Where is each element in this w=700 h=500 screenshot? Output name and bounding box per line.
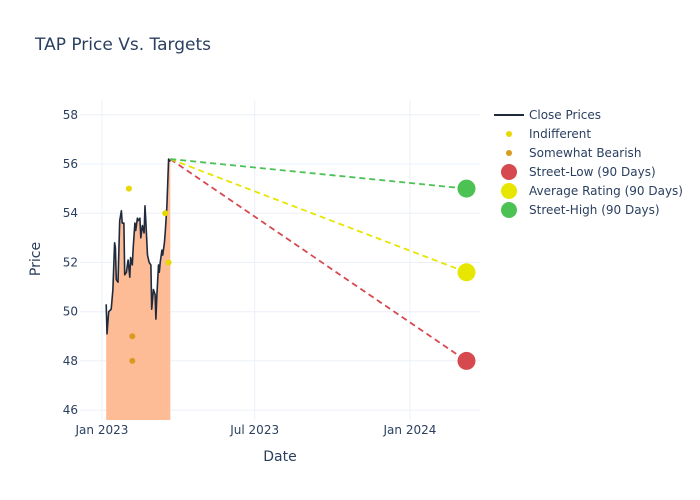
legend[interactable]: Close Prices Indifferent Somewhat Bearish S… <box>494 108 683 218</box>
y-tick-label: 56 <box>63 157 78 171</box>
legend-label: Street-High (90 Days) <box>529 203 660 217</box>
legend-label: Close Prices <box>529 108 601 122</box>
average-target-marker <box>457 263 476 282</box>
legend-label: Street-Low (90 Days) <box>529 165 656 179</box>
legend-dot-swatch <box>501 202 517 218</box>
y-tick-label: 46 <box>63 403 78 417</box>
legend-label: Average Rating (90 Days) <box>529 184 683 198</box>
y-tick-label: 50 <box>63 305 78 319</box>
close-price-area <box>106 159 171 420</box>
legend-label: Indifferent <box>529 127 591 141</box>
legend-item[interactable]: Indifferent <box>506 127 591 141</box>
rating-markers <box>125 185 172 364</box>
legend-item[interactable]: Street-Low (90 Days) <box>501 164 656 180</box>
y-axis-ticks: 46 48 50 52 54 56 58 <box>63 108 78 417</box>
legend-item[interactable]: Close Prices <box>494 108 601 122</box>
x-tick-label: Jul 2023 <box>229 423 279 437</box>
legend-item[interactable]: Somewhat Bearish <box>506 146 641 160</box>
legend-item[interactable]: Street-High (90 Days) <box>501 202 660 218</box>
y-tick-label: 52 <box>63 255 78 269</box>
legend-item[interactable]: Average Rating (90 Days) <box>501 183 683 199</box>
x-tick-label: Jan 2024 <box>383 423 437 437</box>
target-lines <box>169 158 476 370</box>
street-low-target-line <box>169 158 468 362</box>
somewhat-bearish-marker <box>129 357 136 364</box>
chart-title: TAP Price Vs. Targets <box>34 35 211 55</box>
x-axis-title: Date <box>263 449 296 465</box>
close-price-line <box>105 158 171 335</box>
legend-dot-swatch <box>506 131 512 137</box>
street-low-target-marker <box>457 351 476 370</box>
legend-dot-swatch <box>501 164 517 180</box>
average-target-line <box>169 158 467 274</box>
close-price-fill <box>106 159 171 420</box>
legend-dot-swatch <box>501 183 517 199</box>
indifferent-marker <box>125 185 132 192</box>
street-high-target-marker <box>457 179 476 198</box>
indifferent-marker <box>162 210 169 217</box>
y-tick-label: 48 <box>63 354 78 368</box>
indifferent-marker <box>165 259 172 266</box>
x-tick-label: Jan 2023 <box>75 423 129 437</box>
y-tick-label: 54 <box>63 206 78 220</box>
y-tick-label: 58 <box>63 108 78 122</box>
legend-dot-swatch <box>506 150 512 156</box>
legend-label: Somewhat Bearish <box>529 146 641 160</box>
x-axis-ticks: Jan 2023 Jul 2023 Jan 2024 <box>75 423 437 437</box>
y-axis-title: Price <box>28 242 44 276</box>
somewhat-bearish-marker <box>129 333 136 340</box>
close-price-line-group <box>105 158 171 335</box>
